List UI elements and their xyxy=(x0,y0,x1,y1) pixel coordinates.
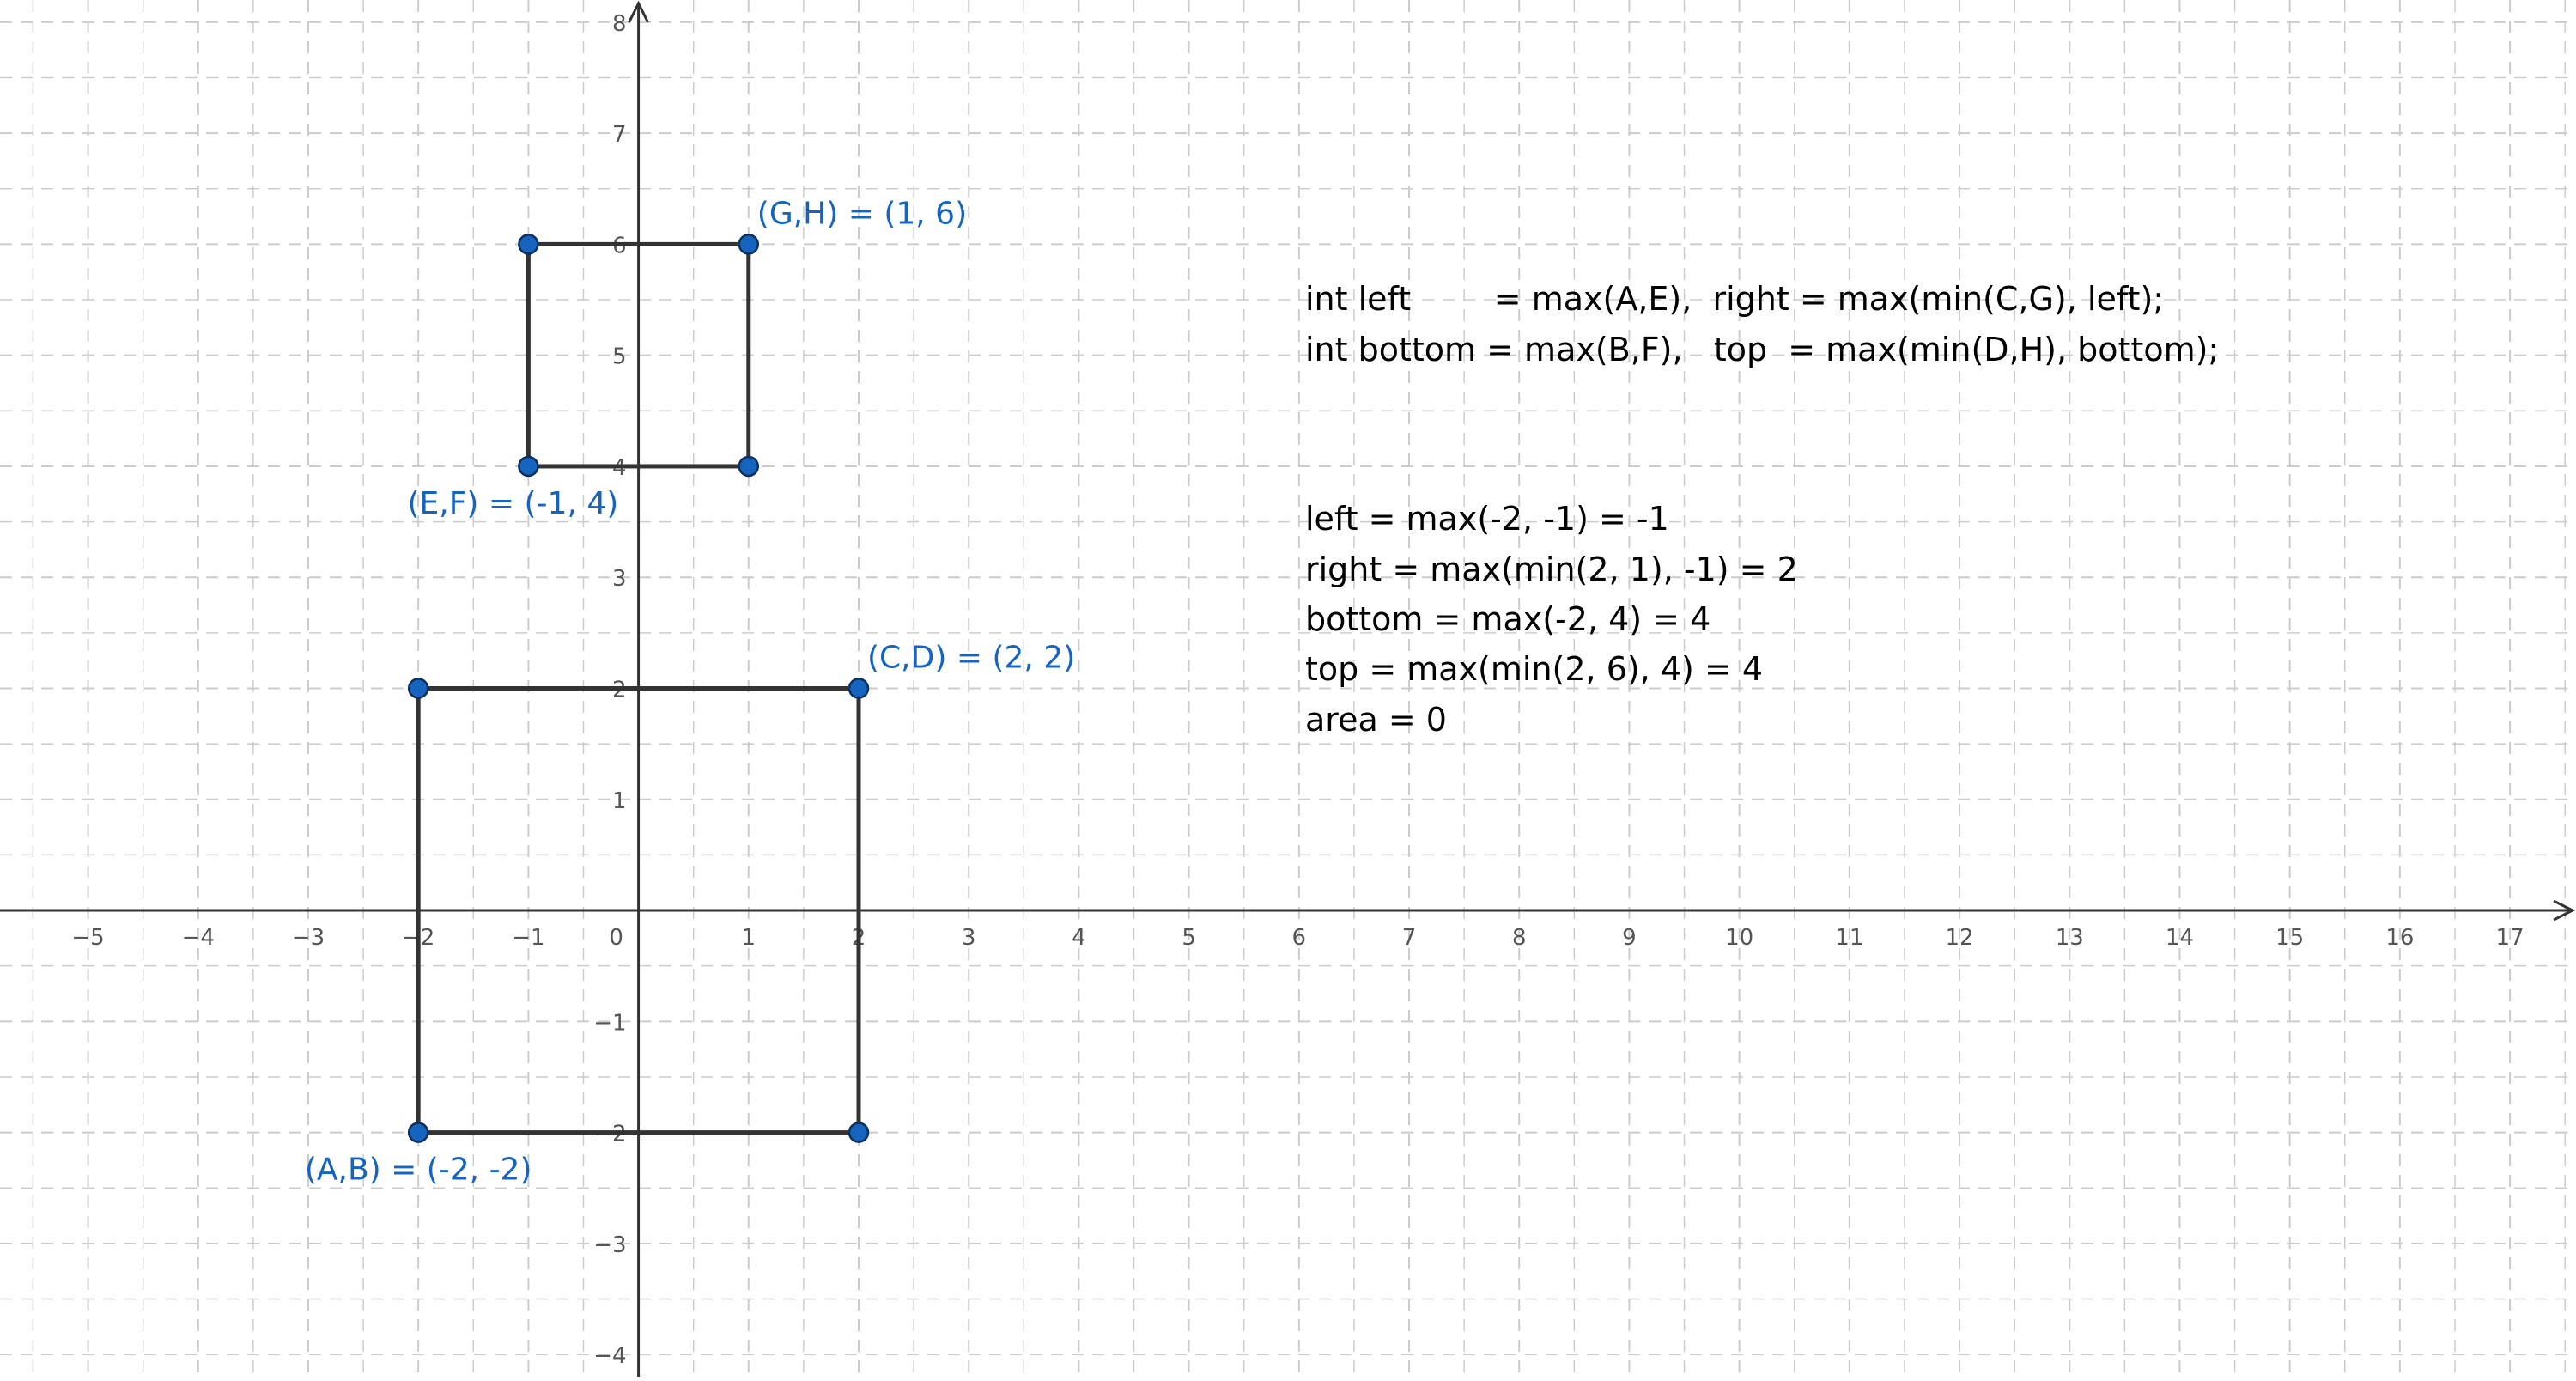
point-label: (E,F) = (-1, 4) xyxy=(407,486,618,521)
x-tick-label: 10 xyxy=(1725,925,1753,951)
x-tick-label: −1 xyxy=(512,925,544,951)
x-tick-label: 16 xyxy=(2385,925,2414,951)
y-tick-label: 3 xyxy=(612,566,627,592)
x-tick-label: 9 xyxy=(1622,925,1637,951)
x-tick-label: 5 xyxy=(1182,925,1196,951)
x-tick-label: 3 xyxy=(962,925,976,951)
point-label: (A,B) = (-2, -2) xyxy=(305,1153,532,1188)
x-tick-label: 12 xyxy=(1946,925,1974,951)
point-label: (G,H) = (1, 6) xyxy=(757,196,967,231)
point xyxy=(848,1122,870,1143)
points xyxy=(407,234,870,1143)
point-labels: (A,B) = (-2, -2) (C,D) = (2, 2) (E,F) = (-… xyxy=(305,196,1075,1187)
x-tick-label: 4 xyxy=(1072,925,1086,951)
point xyxy=(518,234,539,255)
y-tick-label: −1 xyxy=(593,1010,626,1036)
x-tick-label: 6 xyxy=(1292,925,1307,951)
y-tick-label: −3 xyxy=(593,1232,626,1258)
x-tick-label: 1 xyxy=(742,925,756,951)
x-tick-label: 15 xyxy=(2275,925,2304,951)
y-tick-label: 1 xyxy=(612,788,627,814)
point xyxy=(518,455,539,478)
x-tick-label: 14 xyxy=(2166,925,2194,951)
annotation-line-6: top = max(min(2, 6), 4) = 4 xyxy=(1305,650,1763,688)
point xyxy=(848,678,870,699)
annotation-line-3: left = max(-2, -1) = -1 xyxy=(1305,500,1669,538)
rectangle xyxy=(526,241,751,469)
point xyxy=(407,1122,429,1143)
y-tick-label: 5 xyxy=(612,344,627,370)
y-axis-arrow xyxy=(628,0,649,23)
code-annotations: int left = max(A,E), right = max(min(C,G… xyxy=(1305,280,2219,739)
x-tick-label: 8 xyxy=(1512,925,1527,951)
x-tick-label: 17 xyxy=(2496,925,2524,951)
x-tick-label: 0 xyxy=(609,925,623,951)
y-tick-label: 8 xyxy=(612,11,627,37)
annotation-line-4: right = max(min(2, 1), -1) = 2 xyxy=(1305,551,1798,588)
y-tick-label: −4 xyxy=(593,1343,626,1369)
x-tick-label: 11 xyxy=(1835,925,1863,951)
x-tick-label: 7 xyxy=(1402,925,1417,951)
point xyxy=(407,678,429,699)
point xyxy=(738,234,760,255)
x-axis-arrow xyxy=(2553,899,2576,922)
point xyxy=(738,455,760,478)
annotation-line-7: area = 0 xyxy=(1305,701,1447,739)
x-tick-label: −5 xyxy=(71,925,104,951)
annotation-line-2: int bottom = max(B,F), top = max(min(D,H… xyxy=(1305,331,2219,368)
x-tick-label: 13 xyxy=(2056,925,2084,951)
x-tick-label: −4 xyxy=(182,925,215,951)
rectangles xyxy=(416,241,861,1135)
annotation-line-5: bottom = max(-2, 4) = 4 xyxy=(1305,600,1710,638)
x-tick-label: −3 xyxy=(292,925,325,951)
point-label: (C,D) = (2, 2) xyxy=(867,641,1075,676)
annotation-line-1: int left = max(A,E), right = max(min(C,G… xyxy=(1305,280,2164,318)
y-tick-label: 7 xyxy=(612,122,627,148)
rectangle xyxy=(416,686,861,1135)
